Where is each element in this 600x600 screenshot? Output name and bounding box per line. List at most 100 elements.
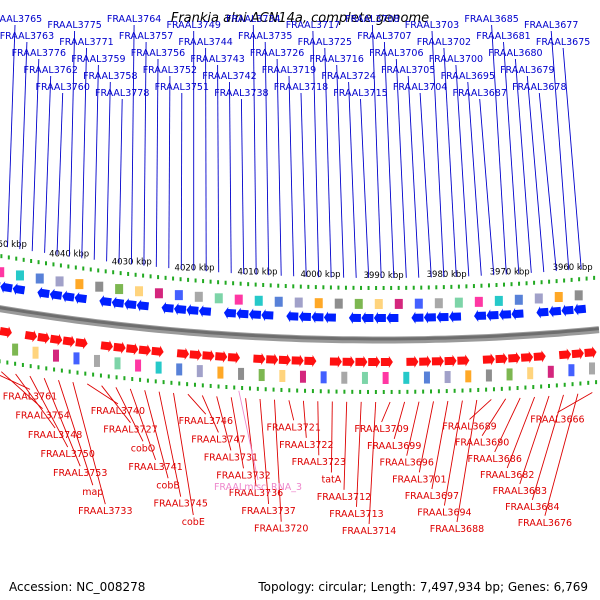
feature-block-outer [274,296,283,307]
label-leader-line [0,371,43,410]
feature-block-inner [382,371,389,384]
tick-dot-inner [571,382,574,387]
tick-dot-outer [344,285,347,290]
minus-strand-gene [444,354,457,367]
tick-dot-outer [337,285,340,290]
label-leader-line [187,393,207,415]
tick-dot-inner [154,379,157,384]
feature-block-inner [52,349,59,362]
plus-gene-label: FRAAL3687 [452,88,506,99]
plus-gene-label: FRAAL3685 [464,14,518,25]
tick-dot-inner [60,368,63,373]
plus-strand-gene [348,311,361,324]
feature-block-inner [506,368,513,381]
tick-dot-outer [367,285,370,290]
tick-dot-inner [390,389,393,394]
minus-strand-gene [406,355,419,368]
tick-dot-outer [563,278,566,283]
minus-gene-label: FRAAL3697 [405,491,459,502]
plus-strand-gene [248,308,262,321]
tick-dot-outer [420,285,423,290]
feature-block-inner [93,354,100,367]
tick-dot-outer [157,275,160,280]
minus-gene-label: FRAAL3727 [103,425,157,436]
label-leader-line [252,24,257,275]
feature-block-outer [15,270,24,281]
minus-gene-label: FRAAL3722 [279,440,333,451]
tick-dot-outer [254,282,257,287]
tick-dot-outer [232,281,235,286]
label-leader-line [336,64,345,278]
label-leader-line [158,391,182,497]
plus-gene-label: FRAAL3771 [59,37,113,48]
tick-dot-inner [248,386,251,391]
label-leader-line [343,401,348,490]
plus-gene-label: FRAAL3756 [131,48,185,59]
label-leader-line [56,92,64,255]
label-leader-line [494,397,521,453]
feature-block-outer [574,290,583,301]
label-leader-line [317,401,320,456]
tick-dot-inner [532,385,535,390]
tick-dot-outer [352,285,355,290]
feature-block-outer [115,284,124,295]
label-leader-line [173,392,194,516]
tick-dot-outer [179,277,182,282]
feature-block-inner [176,363,183,376]
label-leader-line [58,380,94,486]
feature-block-outer [294,297,303,308]
tick-dot-outer [412,285,415,290]
label-leader-line [19,41,28,250]
label-leader-line [0,374,31,390]
tick-dot-outer [472,284,475,289]
label-leader-line [514,58,532,273]
feature-block-outer [374,298,383,309]
tick-dot-outer [277,283,280,288]
tick-dot-outer [593,275,596,280]
tick-dot-inner [563,382,566,387]
tick-dot-inner [107,374,110,379]
minus-gene-label: FRAAL3713 [329,509,383,520]
minus-gene-label: FRAAL3732 [216,470,270,481]
minus-gene-label: FRAAL3689 [442,421,496,432]
plus-strand-gene [286,310,299,323]
feature-block-inner [279,369,286,382]
tick-dot-inner [45,366,48,371]
gene-labels: FRAAL3765FRAAL3763FRAAL3776FRAAL3762FRAA… [0,14,590,537]
label-leader-line [93,64,99,260]
feature-block-inner [114,357,121,370]
minus-strand-gene [329,355,342,368]
label-leader-line [356,401,362,507]
tick-dot-inner [0,359,1,364]
plus-strand-gene [136,299,149,312]
label-leader-line [15,373,56,429]
plus-strand-gene [436,311,449,324]
tick-dot-inner [296,388,299,393]
feature-block-inner [485,369,492,382]
plus-strand-gene [0,281,13,294]
minus-gene-label: FRAAL3682 [480,470,534,481]
label-leader-line [407,75,420,278]
tick-dot-inner [437,389,440,394]
tick-dot-inner [21,362,24,367]
feature-block-outer [95,281,104,292]
tick-dot-inner [374,389,377,394]
tick-dot-outer [533,280,536,285]
tick-dot-outer [0,254,3,259]
tick-dot-inner [162,380,165,385]
tick-dot-outer [52,262,55,267]
tick-dot-inner [256,386,259,391]
feature-block-outer [334,298,343,309]
minus-gene-label: FRAAL3733 [78,506,132,517]
minus-gene-label: FRAAL3721 [266,422,320,433]
tick-dot-inner [76,370,79,375]
plus-gene-label: FRAAL3719 [262,65,316,76]
tick-dot-outer [82,266,85,271]
minus-strand-gene [202,349,215,362]
feature-block-outer [55,276,64,287]
feature-block-outer [514,294,523,305]
plus-gene-label: FRAAL3744 [178,37,232,48]
minus-gene-label: FRAAL3676 [518,518,572,529]
tick-dot-inner [178,381,181,386]
tick-dot-outer [487,283,490,288]
